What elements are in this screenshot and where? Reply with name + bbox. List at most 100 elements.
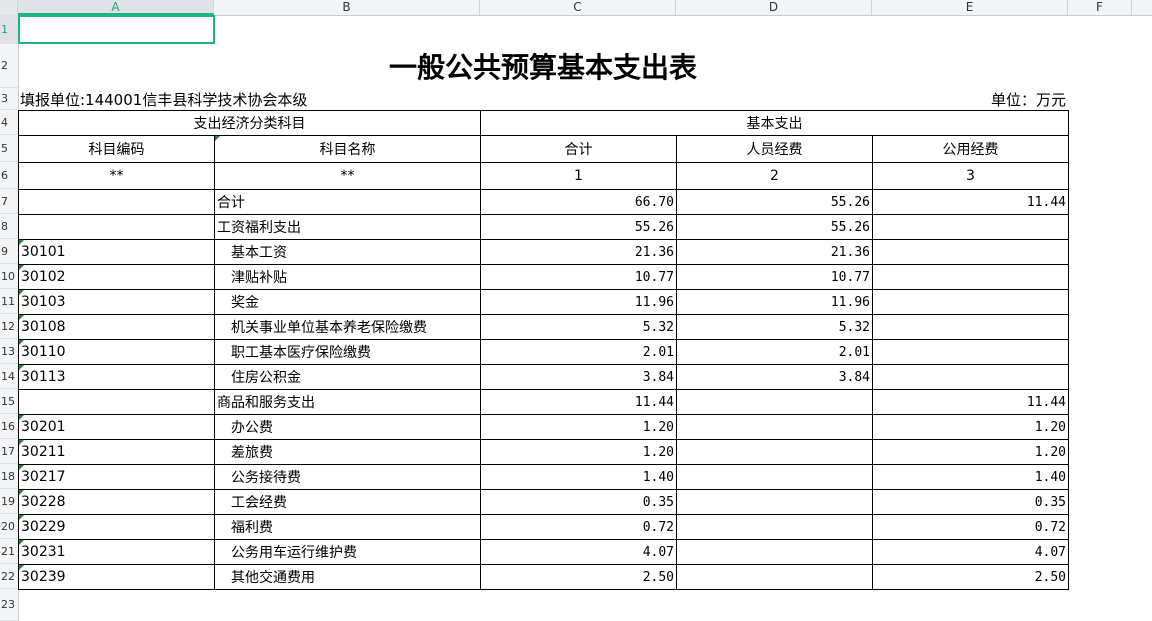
row-header[interactable]: 1	[0, 15, 18, 44]
cell-public[interactable]: 2.50	[872, 564, 1069, 590]
row-header[interactable]: 4	[0, 110, 18, 135]
cell-total[interactable]: 5.32	[480, 314, 677, 340]
cell-name[interactable]: 奖金	[214, 289, 481, 315]
cell-name[interactable]: 机关事业单位基本养老保险缴费	[214, 314, 481, 340]
row-header[interactable]: 20	[0, 514, 18, 539]
cell-personnel[interactable]: 5.32	[676, 314, 873, 340]
cell-public[interactable]: 11.44	[872, 389, 1069, 415]
cell-public[interactable]: 11.44	[872, 189, 1069, 215]
cell-code[interactable]: 30101	[18, 239, 215, 265]
selected-cell-a1[interactable]	[18, 15, 215, 44]
cell-public[interactable]	[872, 239, 1069, 265]
cell-total[interactable]: 1.40	[480, 464, 677, 490]
row-header[interactable]: 5	[0, 135, 18, 162]
cell-total[interactable]: 1.20	[480, 439, 677, 465]
row-header[interactable]: 19	[0, 489, 18, 514]
cell-personnel[interactable]: 11.96	[676, 289, 873, 315]
cell-total[interactable]: 55.26	[480, 214, 677, 240]
cell-code[interactable]	[18, 214, 215, 240]
cell-total[interactable]: 4.07	[480, 539, 677, 565]
cell-name[interactable]: 差旅费	[214, 439, 481, 465]
cell-public[interactable]	[872, 364, 1069, 390]
row-header[interactable]: 18	[0, 464, 18, 489]
row-header[interactable]: 13	[0, 339, 18, 364]
row-header[interactable]: 23	[0, 589, 18, 621]
column-header[interactable]: B	[214, 0, 480, 15]
cell-code[interactable]: 30217	[18, 464, 215, 490]
row-header[interactable]: 17	[0, 439, 18, 464]
cell-public[interactable]: 1.20	[872, 414, 1069, 440]
cell-name[interactable]: 职工基本医疗保险缴费	[214, 339, 481, 365]
cell-personnel[interactable]: 3.84	[676, 364, 873, 390]
cell-total[interactable]: 0.72	[480, 514, 677, 540]
cell-total[interactable]: 21.36	[480, 239, 677, 265]
cell-name[interactable]: 其他交通费用	[214, 564, 481, 590]
cell-personnel[interactable]	[676, 514, 873, 540]
cell-personnel[interactable]	[676, 539, 873, 565]
cell-code[interactable]: 30201	[18, 414, 215, 440]
cell-personnel[interactable]: 55.26	[676, 189, 873, 215]
column-header[interactable]: F	[1068, 0, 1132, 15]
cell-public[interactable]: 1.20	[872, 439, 1069, 465]
row-header[interactable]: 16	[0, 414, 18, 439]
select-all-corner[interactable]	[0, 0, 18, 15]
cell-personnel[interactable]	[676, 464, 873, 490]
cell-total[interactable]: 0.35	[480, 489, 677, 515]
cell-public[interactable]: 0.72	[872, 514, 1069, 540]
cell-name[interactable]: 津贴补贴	[214, 264, 481, 290]
cell-public[interactable]	[872, 314, 1069, 340]
row-header[interactable]: 15	[0, 389, 18, 414]
cell-code[interactable]: 30228	[18, 489, 215, 515]
row-header[interactable]: 10	[0, 264, 18, 289]
cell-personnel[interactable]	[676, 489, 873, 515]
cell-code[interactable]: 30102	[18, 264, 215, 290]
cell-name[interactable]: 基本工资	[214, 239, 481, 265]
cell-total[interactable]: 10.77	[480, 264, 677, 290]
row-header[interactable]: 2	[0, 44, 18, 88]
cell-public[interactable]: 4.07	[872, 539, 1069, 565]
cell-total[interactable]: 1.20	[480, 414, 677, 440]
cell-public[interactable]	[872, 339, 1069, 365]
row-header[interactable]: 6	[0, 162, 18, 189]
row-header[interactable]: 11	[0, 289, 18, 314]
cell-name[interactable]: 公务用车运行维护费	[214, 539, 481, 565]
cell-public[interactable]	[872, 214, 1069, 240]
row-header[interactable]: 21	[0, 539, 18, 564]
cell-total[interactable]: 66.70	[480, 189, 677, 215]
cell-public[interactable]: 0.35	[872, 489, 1069, 515]
cell-public[interactable]: 1.40	[872, 464, 1069, 490]
cell-personnel[interactable]	[676, 389, 873, 415]
cell-total[interactable]: 3.84	[480, 364, 677, 390]
cell-code[interactable]: 30239	[18, 564, 215, 590]
cell-code[interactable]: 30110	[18, 339, 215, 365]
cell-code[interactable]: 30231	[18, 539, 215, 565]
cell-personnel[interactable]: 21.36	[676, 239, 873, 265]
cell-name[interactable]: 商品和服务支出	[214, 389, 481, 415]
cell-name[interactable]: 住房公积金	[214, 364, 481, 390]
cell-personnel[interactable]	[676, 414, 873, 440]
cell-public[interactable]	[872, 264, 1069, 290]
column-header[interactable]: E	[872, 0, 1068, 15]
cell-public[interactable]	[872, 289, 1069, 315]
column-header[interactable]: D	[676, 0, 872, 15]
cell-code[interactable]: 30211	[18, 439, 215, 465]
row-header[interactable]: 9	[0, 239, 18, 264]
cell-name[interactable]: 工会经费	[214, 489, 481, 515]
row-header[interactable]: 12	[0, 314, 18, 339]
cell-personnel[interactable]: 55.26	[676, 214, 873, 240]
row-header[interactable]: 3	[0, 88, 18, 110]
cell-personnel[interactable]	[676, 439, 873, 465]
column-header[interactable]: C	[480, 0, 676, 15]
cell-personnel[interactable]	[676, 564, 873, 590]
cell-total[interactable]: 11.96	[480, 289, 677, 315]
cell-name[interactable]: 办公费	[214, 414, 481, 440]
row-header[interactable]: 7	[0, 189, 18, 214]
cell-code[interactable]	[18, 189, 215, 215]
cell-personnel[interactable]: 10.77	[676, 264, 873, 290]
cell-code[interactable]: 30113	[18, 364, 215, 390]
cell-total[interactable]: 11.44	[480, 389, 677, 415]
cell-code[interactable]: 30103	[18, 289, 215, 315]
cell-code[interactable]: 30229	[18, 514, 215, 540]
cell-name[interactable]: 福利费	[214, 514, 481, 540]
cell-total[interactable]: 2.01	[480, 339, 677, 365]
